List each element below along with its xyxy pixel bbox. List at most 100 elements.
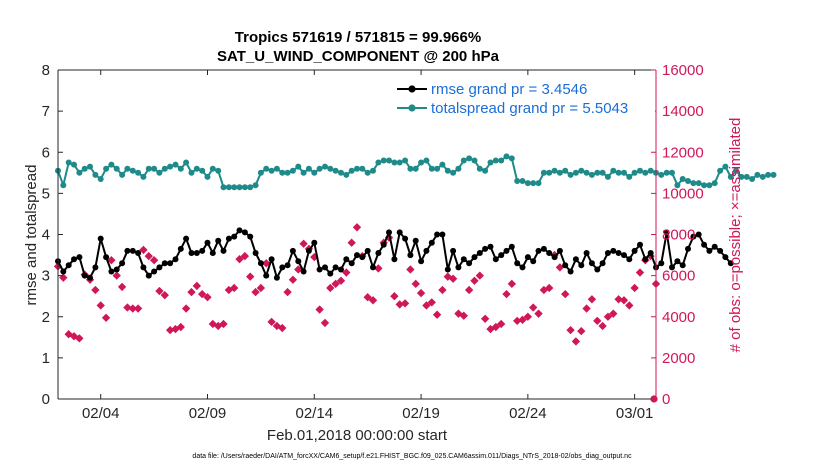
obs-assimilated-point: [598, 321, 607, 331]
obs-assimilated-point: [587, 295, 597, 304]
series-point: [765, 171, 772, 178]
x-axis-label: Feb.01,2018 00:00:00 start: [267, 427, 448, 444]
series-point: [503, 247, 510, 254]
series-point: [380, 157, 387, 164]
series-point: [119, 171, 126, 178]
obs-assimilated-point: [246, 272, 255, 281]
series-point: [679, 262, 686, 269]
series-point: [471, 157, 478, 164]
obs-assimilated-point: [283, 287, 292, 297]
series-point: [188, 250, 195, 256]
series-point: [396, 229, 403, 236]
obs-assimilated-point: [427, 298, 436, 307]
series-point: [119, 260, 126, 267]
rmse-series: [55, 227, 734, 281]
series-point: [156, 169, 163, 176]
series-point: [551, 254, 558, 261]
obs-assimilated-point: [197, 289, 207, 299]
series-point: [476, 250, 483, 256]
series-point: [140, 264, 147, 271]
series-point: [434, 165, 441, 172]
series-point: [375, 250, 382, 256]
series-point: [354, 165, 360, 172]
obs-assimilated-point: [368, 296, 378, 305]
series-point: [87, 163, 93, 170]
series-point: [327, 165, 334, 172]
series-point: [354, 252, 360, 259]
series-point: [113, 165, 120, 172]
series-point: [578, 262, 585, 269]
series-point: [482, 167, 489, 174]
series-point: [332, 167, 339, 174]
series-point: [621, 169, 627, 176]
obs-assimilated-point: [593, 316, 602, 326]
obs-assimilated-point: [107, 256, 116, 265]
series-point: [412, 165, 419, 172]
y-right-tick-label: 8000: [662, 227, 695, 244]
obs-assimilated-point: [523, 312, 533, 321]
series-point: [690, 180, 697, 187]
legend-box: [393, 77, 655, 121]
series-point: [514, 178, 521, 184]
obs-assimilated-point: [609, 309, 618, 318]
series-point: [450, 247, 457, 254]
chart-title-line2: SAT_U_WIND_COMPONENT @ 200 hPa: [217, 48, 500, 65]
series-point: [322, 163, 328, 170]
series-point: [407, 252, 414, 259]
series-point: [631, 169, 638, 176]
obs-assimilated-point: [251, 287, 260, 297]
obs-assimilated-point: [603, 312, 613, 321]
series-point: [428, 239, 435, 246]
series-point: [386, 229, 392, 236]
obs-assimilated-point: [331, 279, 340, 289]
series-point: [220, 247, 227, 254]
obs-assimilated-point: [630, 283, 639, 293]
series-point: [327, 270, 334, 277]
series-point: [466, 155, 473, 162]
series-point: [695, 231, 702, 238]
series-point: [247, 184, 254, 191]
series-point: [530, 258, 537, 265]
series-point: [743, 173, 750, 180]
series-point: [733, 167, 740, 174]
series-point: [300, 169, 307, 176]
footer-data-file: data file: /Users/raeder/DAI/ATM_forcXX/…: [192, 453, 632, 460]
obs-assimilated-point: [529, 303, 538, 312]
series-point: [87, 274, 93, 281]
series-point: [647, 167, 654, 174]
series-point: [562, 262, 569, 269]
series-point: [364, 169, 371, 176]
series-point: [71, 161, 77, 168]
obs-assimilated-point: [390, 292, 399, 301]
series-point: [455, 264, 462, 271]
obs-assimilated-point: [411, 279, 420, 289]
series-point: [108, 161, 115, 168]
series-point: [380, 241, 387, 248]
series-point: [583, 169, 590, 176]
series-point: [727, 260, 734, 267]
y-left-tick-label: 1: [42, 350, 50, 367]
series-point: [172, 256, 179, 263]
series-point: [199, 167, 206, 174]
obs-assimilated-point: [496, 319, 506, 329]
series-point: [754, 171, 761, 178]
series-point: [284, 262, 291, 269]
series-point: [540, 245, 547, 252]
obs-assimilated-point: [555, 263, 565, 272]
series-point: [722, 163, 729, 170]
series-point: [370, 167, 376, 174]
series-point: [145, 272, 152, 279]
plot-area: [58, 70, 656, 399]
series-point: [674, 258, 681, 265]
obs-assimilated-point: [352, 223, 362, 232]
series-point: [386, 157, 392, 164]
obs-assimilated-point: [582, 304, 591, 313]
series-point: [140, 173, 147, 180]
obs-assimilated-point: [459, 311, 468, 320]
y-right-tick-label: 4000: [662, 309, 695, 326]
y-right-tick-label: 6000: [662, 268, 695, 285]
series-point: [76, 254, 83, 261]
obs-assimilated-point: [534, 309, 543, 318]
series-point: [556, 169, 563, 176]
series-point: [722, 254, 729, 261]
